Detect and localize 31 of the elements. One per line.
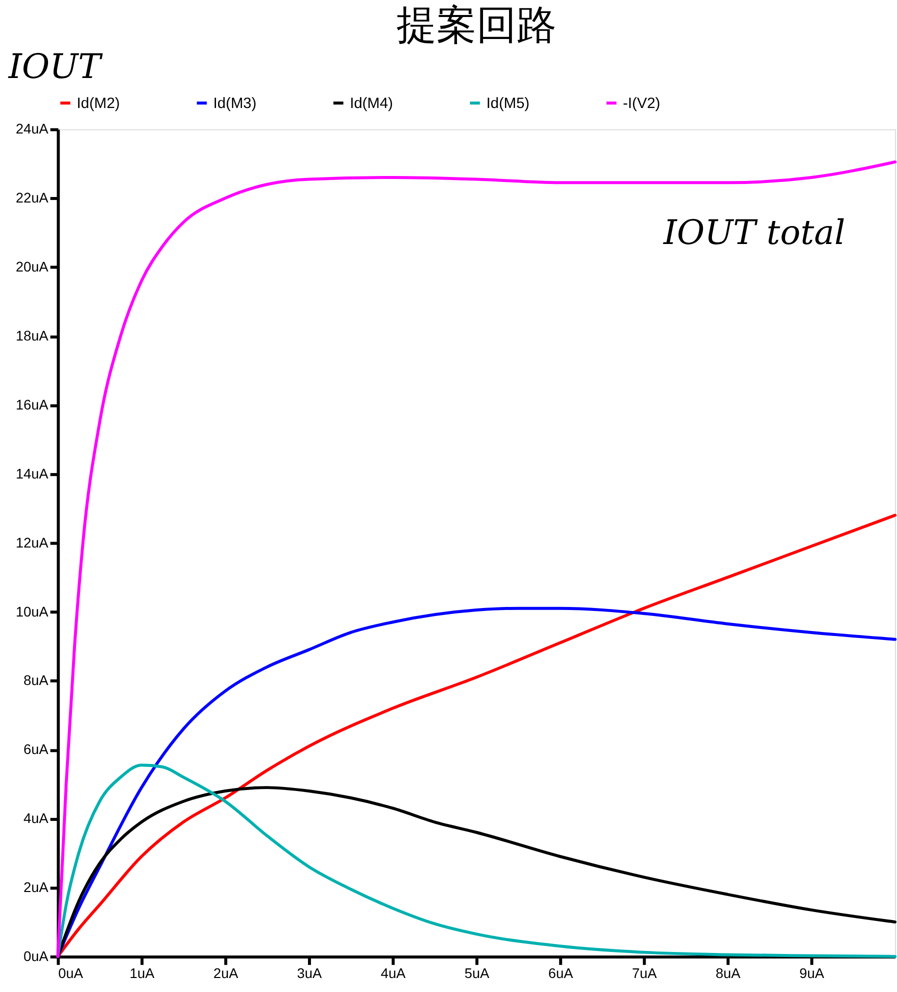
annotation: IOUT total	[662, 212, 846, 252]
x-tick-label: 9uA	[799, 964, 825, 981]
y-tick-label: 0uA	[24, 948, 50, 964]
y-tick-label: 8uA	[24, 672, 50, 688]
legend-label: Id(M2)	[76, 95, 120, 112]
x-tick-label: 1uA	[130, 964, 156, 981]
y-tick-label: 20uA	[16, 258, 50, 275]
y-tick-label: 4uA	[24, 810, 50, 826]
y-tick-label: 6uA	[24, 741, 50, 758]
y-tick-label: 24uA	[16, 120, 50, 137]
y-tick-label: 14uA	[16, 465, 50, 482]
x-tick-label: 2uA	[213, 964, 239, 981]
x-tick-label: 8uA	[716, 964, 742, 981]
x-tick-label: 0uA	[58, 964, 84, 981]
legend-label: -I(V2)	[622, 95, 660, 112]
x-tick-label: 3uA	[297, 964, 323, 981]
y-tick-label: 16uA	[16, 396, 50, 412]
x-tick-label: 6uA	[548, 964, 574, 981]
y-tick-label: 10uA	[16, 603, 50, 620]
x-tick-label: 4uA	[380, 964, 406, 981]
y-tick-label: 2uA	[24, 879, 50, 895]
legend-label: Id(M3)	[213, 95, 256, 112]
legend-label: Id(M5)	[486, 95, 530, 112]
y-tick-label: 18uA	[16, 328, 50, 344]
chart-title: 提案回路	[396, 2, 556, 49]
y-tick-label: 22uA	[16, 190, 50, 206]
x-tick-label: 7uA	[632, 964, 658, 981]
y-tick-label: 12uA	[16, 534, 50, 550]
x-tick-label: 5uA	[464, 964, 490, 981]
legend-label: Id(M4)	[350, 95, 394, 112]
y-axis-title: IOUT	[7, 46, 104, 86]
